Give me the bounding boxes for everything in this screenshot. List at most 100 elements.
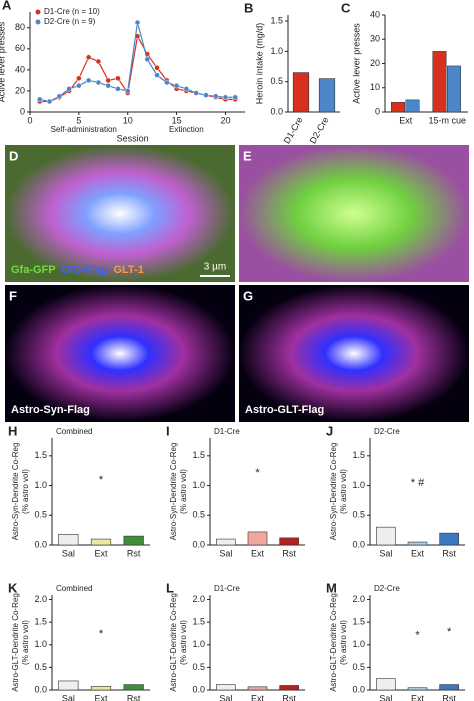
- panel-letter: D: [9, 148, 18, 163]
- panel-letter: C: [341, 0, 351, 15]
- data-point: [105, 82, 111, 89]
- bar: [439, 684, 459, 691]
- panel-letter: E: [243, 148, 252, 163]
- x-tick-label: D1-Cre: [282, 115, 305, 145]
- data-point: [56, 93, 63, 99]
- x-tick-label: D2-Cre: [308, 115, 331, 145]
- x-tick-label: Ext: [251, 548, 265, 558]
- y-tick-label: 0.0: [352, 539, 365, 549]
- y-tick-label: 1.5: [352, 617, 365, 627]
- x-tick-label: Ext: [399, 115, 413, 125]
- chart-title: Combined: [56, 427, 92, 436]
- data-point: [124, 88, 131, 94]
- data-point: [183, 86, 190, 92]
- y-tick-label: 1.0: [192, 639, 205, 649]
- y-tick-label: 1.0: [352, 480, 365, 490]
- micrograph: [239, 145, 469, 282]
- y-tick-label: 10: [370, 82, 380, 92]
- x-tick-label: Rst: [127, 548, 141, 558]
- y-tick-label: 1.5: [34, 617, 47, 627]
- data-point: [105, 77, 111, 84]
- phase-label: Self-administration: [51, 125, 117, 134]
- bar: [279, 685, 299, 691]
- y-tick-label: 0.0: [270, 106, 283, 116]
- micrograph: [239, 285, 469, 422]
- y-tick-label: 1.0: [270, 46, 283, 56]
- y-tick-label: 0.5: [270, 76, 283, 86]
- panel-letter: M: [326, 580, 337, 595]
- y-axis-label: Astro-Syn-Dendrite Co-Reg: [169, 443, 178, 541]
- x-tick-label: Rst: [282, 548, 296, 558]
- y-axis-label: (% astro vol): [21, 469, 30, 514]
- y-axis-label: Astro-Syn-Dendrite Co-Reg: [329, 443, 338, 541]
- bar: [447, 65, 462, 113]
- data-point: [154, 65, 160, 71]
- x-tick-label: 20: [220, 115, 230, 125]
- y-tick-label: 60: [15, 43, 25, 53]
- y-tick-label: 40: [370, 9, 380, 19]
- x-tick-label: Sal: [219, 693, 232, 701]
- panel-letter: G: [243, 288, 253, 303]
- micrograph: [5, 145, 235, 282]
- x-tick-label: Sal: [379, 548, 392, 558]
- data-point: [115, 86, 121, 92]
- y-tick-label: 1.5: [270, 15, 283, 25]
- bar: [123, 684, 144, 691]
- y-tick-label: 0.0: [192, 539, 205, 549]
- x-tick-label: 10: [123, 115, 133, 125]
- y-tick-label: 0.5: [34, 662, 47, 672]
- panel-letter: A: [2, 0, 12, 12]
- y-tick-label: 30: [370, 34, 380, 44]
- data-point: [85, 54, 92, 61]
- phase-label: Extinction: [169, 125, 204, 134]
- data-point: [66, 86, 72, 92]
- y-axis-label: (% astro vol): [179, 469, 188, 514]
- y-tick-label: 0.5: [192, 510, 205, 520]
- bar: [405, 99, 420, 113]
- data-point: [212, 93, 219, 99]
- x-tick-label: 15: [172, 115, 182, 125]
- bar: [90, 686, 112, 691]
- y-axis-label: Active lever presses: [0, 21, 6, 102]
- x-tick-label: Sal: [379, 693, 392, 701]
- y-tick-label: 0: [375, 106, 380, 116]
- bar: [318, 78, 336, 113]
- data-point: [232, 94, 238, 101]
- data-point: [95, 58, 102, 65]
- data-point: [173, 82, 180, 89]
- data-point: [76, 75, 82, 82]
- bar: [58, 533, 79, 546]
- x-tick-label: Ext: [411, 548, 425, 558]
- x-tick-label: Sal: [219, 548, 232, 558]
- bar: [407, 687, 428, 691]
- y-tick-label: 80: [15, 22, 25, 32]
- y-axis-label: (% astro vol): [339, 620, 348, 665]
- y-tick-label: 1.5: [192, 450, 205, 460]
- legend-marker: [35, 19, 41, 25]
- y-tick-label: 0.5: [34, 510, 47, 520]
- y-tick-label: 0: [20, 106, 25, 116]
- y-axis-label: (% astro vol): [21, 620, 30, 665]
- bar: [123, 535, 144, 546]
- significance-mark: * #: [411, 477, 425, 489]
- chart-title: D1-Cre: [214, 584, 240, 593]
- x-tick-label: 0: [27, 115, 32, 125]
- data-point: [154, 72, 160, 78]
- x-tick-label: 5: [76, 115, 81, 125]
- x-tick-label: Rst: [442, 693, 456, 701]
- y-axis-label: Astro-GLT-Dendrite Co-Reg: [329, 593, 338, 692]
- bar: [90, 538, 112, 546]
- micrograph: [5, 285, 235, 422]
- y-axis-label: Astro-GLT-Dendrite Co-Reg: [169, 593, 178, 692]
- panel-letter: F: [9, 288, 17, 303]
- image-label: Astro-Syn-Flag: [11, 404, 90, 416]
- image-label: DIO-Flag: [62, 264, 108, 276]
- y-tick-label: 0.5: [352, 662, 365, 672]
- x-tick-label: Sal: [62, 548, 75, 558]
- bar: [247, 686, 268, 691]
- x-axis-label: Session: [117, 133, 149, 143]
- y-axis-label: Astro-GLT-Dendrite Co-Reg: [11, 593, 20, 692]
- y-tick-label: 1.0: [34, 639, 47, 649]
- image-label: Astro-GLT-Flag: [245, 404, 324, 416]
- y-tick-label: 20: [15, 85, 25, 95]
